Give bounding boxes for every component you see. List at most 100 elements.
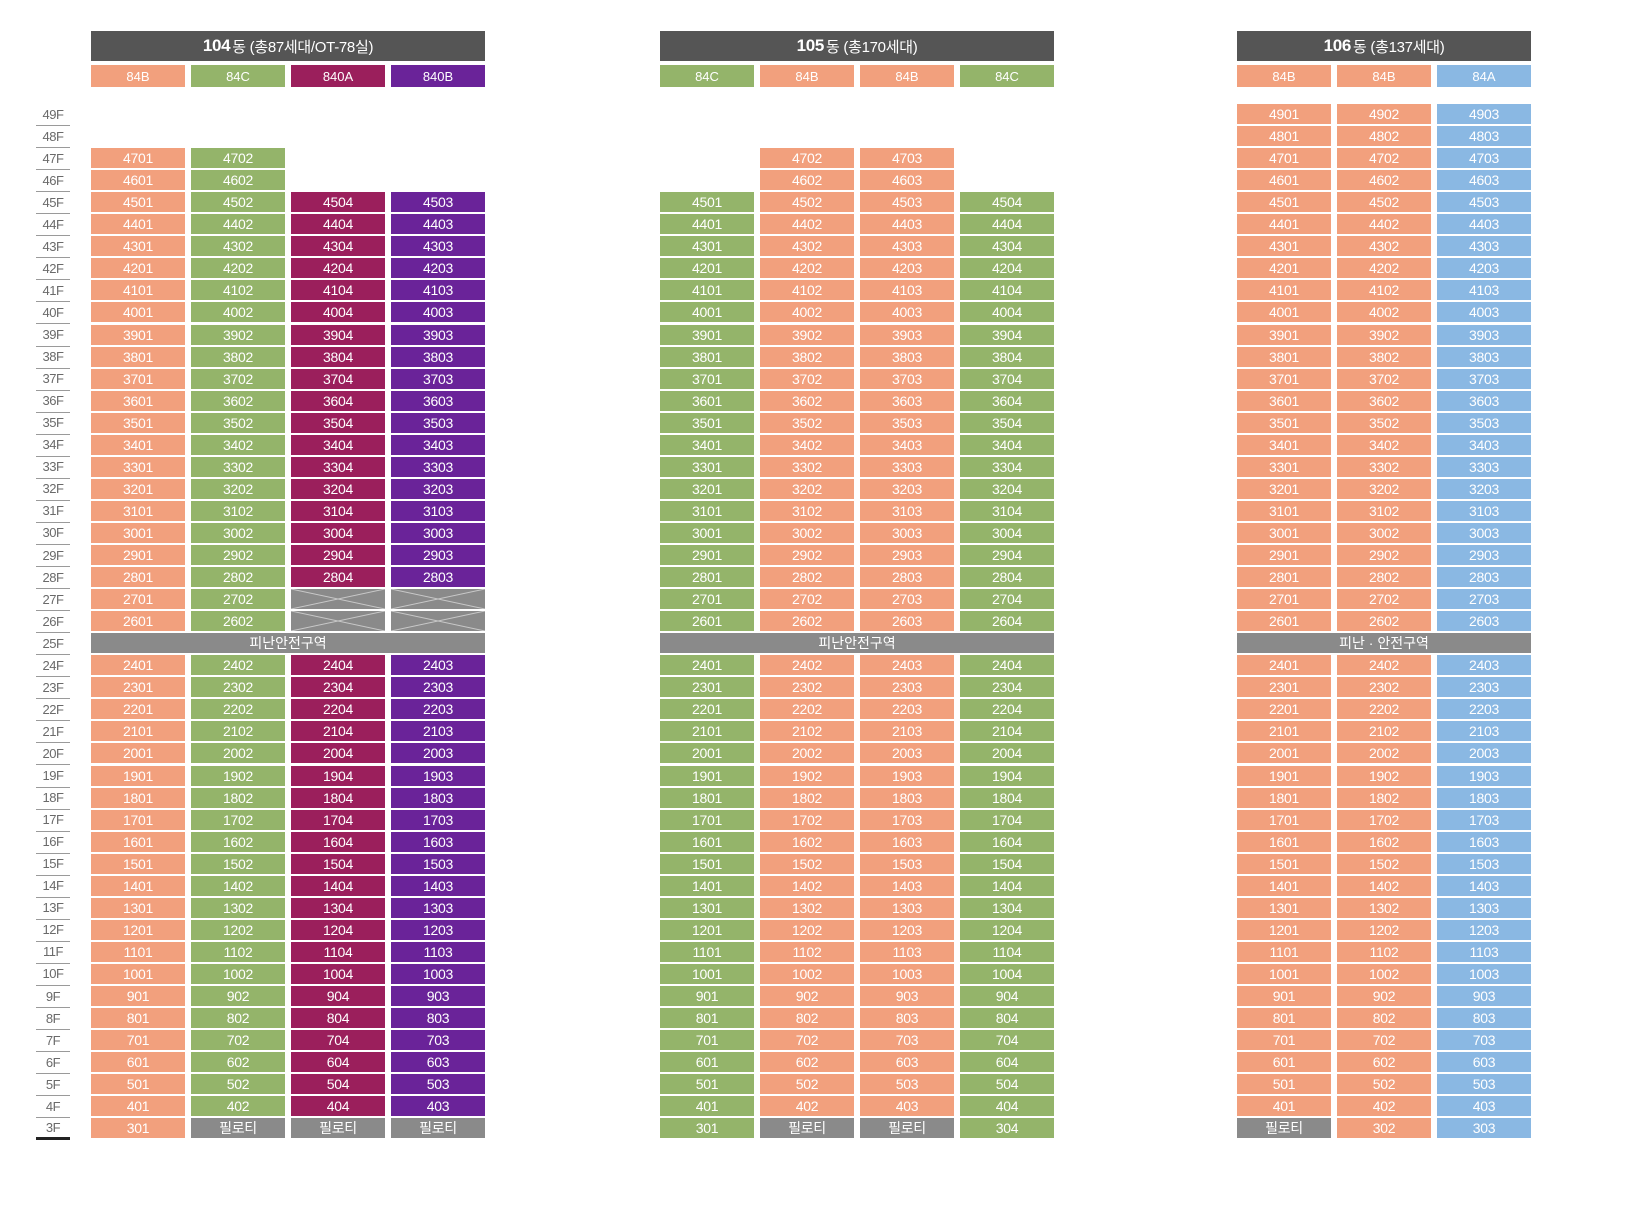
unit-cell: 4102 xyxy=(1337,280,1431,301)
unit-cell: 4601 xyxy=(91,170,185,191)
unit-cell: 2003 xyxy=(860,743,954,764)
unit-cell: 2701 xyxy=(660,589,754,610)
unit-cell: 2904 xyxy=(960,545,1054,565)
unit-cell: 1704 xyxy=(291,809,385,830)
floor-label: 23F xyxy=(36,676,70,700)
unit-cell: 504 xyxy=(291,1074,385,1095)
unit-cell: 1102 xyxy=(1337,941,1431,962)
floor-label: 21F xyxy=(36,720,70,744)
unit-cell: 804 xyxy=(291,1008,385,1029)
unit-cell: 2101 xyxy=(1237,721,1331,742)
unit-cell: 1403 xyxy=(860,875,954,896)
unit-cell: 1301 xyxy=(91,897,185,918)
floor-label: 45F xyxy=(36,191,70,215)
unit-cell: 3301 xyxy=(91,456,185,477)
unit-cell: 1002 xyxy=(191,963,285,984)
unit-cell: 4102 xyxy=(760,280,854,301)
unit-type-header: 84C xyxy=(960,65,1054,87)
unit-cell: 3001 xyxy=(1237,522,1331,543)
unit-cell: 501 xyxy=(660,1074,754,1095)
unit-cell: 1804 xyxy=(960,787,1054,808)
floor-label: 4F xyxy=(36,1095,70,1119)
unit-cell: 2901 xyxy=(1237,545,1331,565)
unit-cell: 801 xyxy=(1237,1008,1331,1029)
unit-cell: 2902 xyxy=(760,545,854,565)
unit-cell: 503 xyxy=(1437,1074,1531,1095)
unit-cell: 4402 xyxy=(760,214,854,235)
unit-cell: 4304 xyxy=(960,236,1054,257)
unit-cell: 1004 xyxy=(960,963,1054,984)
unit-cell: 901 xyxy=(660,986,754,1006)
unit-cell: 3201 xyxy=(91,478,185,499)
unit-type-header: 84A xyxy=(1437,65,1531,87)
unit-cell: 904 xyxy=(960,986,1054,1006)
unit-cell: 403 xyxy=(391,1096,485,1117)
unit-cell: 3403 xyxy=(391,434,485,455)
unit-cell: 4302 xyxy=(1337,236,1431,257)
building-header: 104 동 (총87세대/OT-78실) xyxy=(91,31,485,61)
unit-cell: 603 xyxy=(391,1052,485,1073)
pilotis-cell: 필로티 xyxy=(191,1118,285,1139)
unit-cell: 601 xyxy=(660,1052,754,1073)
unit-cell: 3901 xyxy=(91,324,185,345)
unit-cell: 1301 xyxy=(1237,897,1331,918)
unit-cell: 1103 xyxy=(860,941,954,962)
unit-cell: 2302 xyxy=(1337,677,1431,698)
unit-cell: 402 xyxy=(191,1096,285,1117)
unit-cell: 3002 xyxy=(760,522,854,543)
no-unit-cell xyxy=(291,589,385,610)
floor-label: 20F xyxy=(36,742,70,766)
unit-cell: 2301 xyxy=(660,677,754,698)
unit-cell: 3101 xyxy=(91,500,185,521)
unit-cell: 4203 xyxy=(391,258,485,279)
unit-cell: 1202 xyxy=(1337,919,1431,940)
unit-cell: 2301 xyxy=(1237,677,1331,698)
unit-cell: 4601 xyxy=(1237,170,1331,191)
unit-cell: 604 xyxy=(960,1052,1054,1073)
unit-cell: 3001 xyxy=(91,522,185,543)
unit-cell: 602 xyxy=(760,1052,854,1073)
unit-cell: 4001 xyxy=(660,302,754,323)
unit-cell: 1103 xyxy=(1437,941,1531,962)
unit-cell: 903 xyxy=(860,986,954,1006)
unit-cell: 4003 xyxy=(1437,302,1531,323)
unit-cell: 1201 xyxy=(1237,919,1331,940)
unit-cell: 3903 xyxy=(391,324,485,345)
floor-label: 17F xyxy=(36,809,70,832)
unit-cell: 1102 xyxy=(760,941,854,962)
unit-cell: 4702 xyxy=(191,148,285,169)
unit-cell: 3601 xyxy=(660,390,754,411)
unit-cell: 2004 xyxy=(960,743,1054,764)
unit-cell: 1802 xyxy=(760,787,854,808)
unit-cell: 1702 xyxy=(191,809,285,830)
unit-cell: 4203 xyxy=(860,258,954,279)
unit-cell: 1304 xyxy=(291,897,385,918)
unit-cell: 2203 xyxy=(860,699,954,720)
unit-cell: 3203 xyxy=(1437,478,1531,499)
floor-label: 18F xyxy=(36,787,70,810)
unit-cell: 3901 xyxy=(1237,324,1331,345)
unit-cell: 1802 xyxy=(191,787,285,808)
unit-cell: 2103 xyxy=(1437,721,1531,742)
unit-cell: 1603 xyxy=(391,831,485,852)
unit-cell: 2903 xyxy=(860,545,954,565)
unit-cell: 3504 xyxy=(291,412,385,433)
unit-cell: 2104 xyxy=(291,721,385,742)
unit-cell: 4401 xyxy=(660,214,754,235)
unit-cell: 4401 xyxy=(91,214,185,235)
unit-cell: 3701 xyxy=(1237,368,1331,389)
unit-cell: 1502 xyxy=(1337,853,1431,874)
unit-cell: 3303 xyxy=(391,456,485,477)
unit-cell: 2703 xyxy=(860,589,954,610)
unit-cell: 2902 xyxy=(1337,545,1431,565)
unit-cell: 4501 xyxy=(1237,192,1331,213)
unit-cell: 1203 xyxy=(1437,919,1531,940)
unit-cell: 2401 xyxy=(660,655,754,676)
unit-cell: 3404 xyxy=(960,434,1054,455)
unit-cell: 2802 xyxy=(191,567,285,588)
unit-cell: 4204 xyxy=(960,258,1054,279)
unit-cell: 3501 xyxy=(1237,412,1331,433)
unit-cell: 901 xyxy=(91,986,185,1006)
unit-cell: 2402 xyxy=(760,655,854,676)
unit-cell: 3602 xyxy=(760,390,854,411)
